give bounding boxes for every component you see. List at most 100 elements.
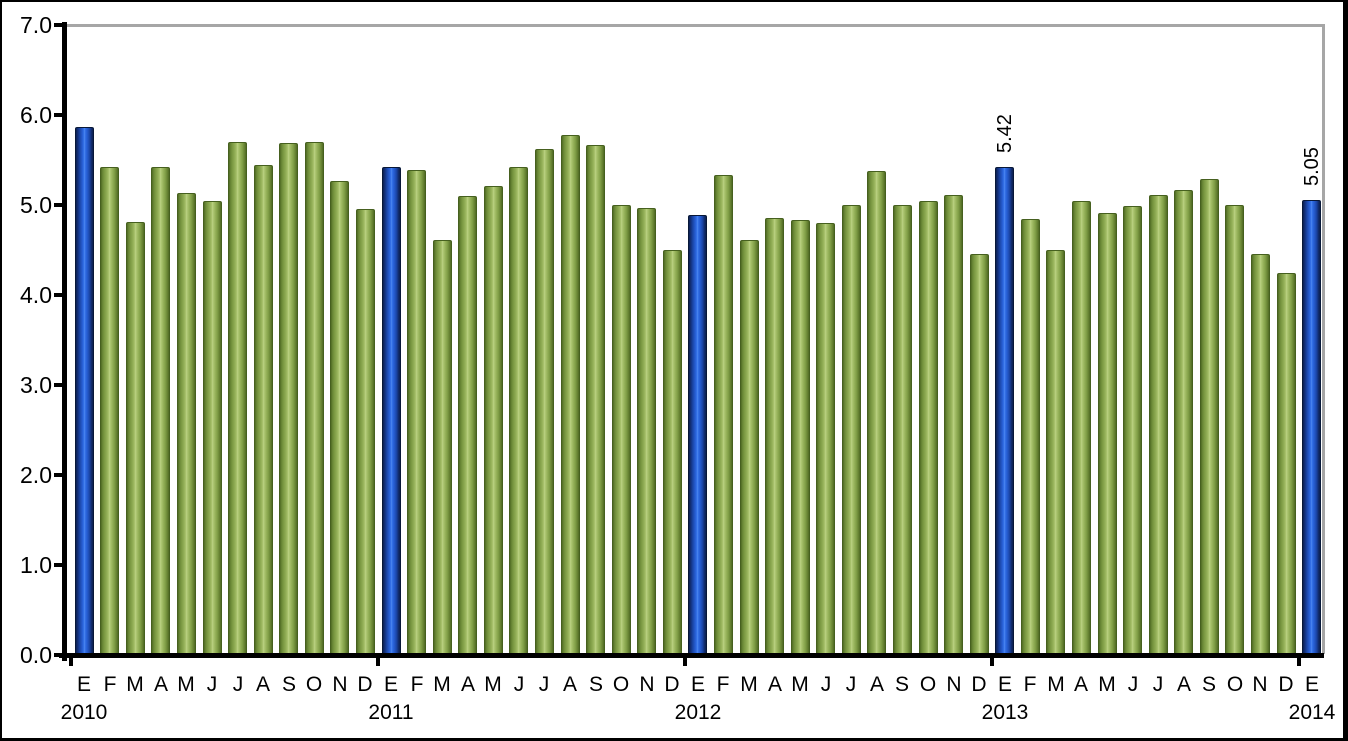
bar-2010-m03 (126, 222, 145, 655)
y-tick-label: 0.0 (20, 642, 52, 668)
x-month-label: D (1278, 673, 1294, 696)
x-month-label: E (383, 673, 398, 696)
bar-2011-m11 (637, 208, 656, 655)
bar-2012-m06 (816, 223, 835, 655)
x-month-label: A (767, 673, 782, 696)
x-month-label: O (919, 673, 937, 696)
x-year-tick-2013 (989, 657, 994, 666)
y-tick-label: 1.0 (20, 552, 52, 578)
bar-2010-m06 (203, 201, 222, 655)
x-month-label: S (1201, 673, 1216, 696)
bar-2011-m12 (663, 250, 682, 655)
x-year-tick-2014 (1296, 657, 1301, 666)
x-month-label: A (1176, 673, 1191, 696)
bar-2013-m07 (1149, 195, 1168, 655)
x-month-label: O (612, 673, 630, 696)
bar-2011-m08 (561, 135, 580, 655)
x-month-label: J (1152, 673, 1164, 696)
x-month-label: M (484, 673, 502, 696)
x-month-label: M (126, 673, 144, 696)
bar-2012-m03 (740, 240, 759, 655)
y-tick-label: 7.0 (20, 12, 52, 38)
x-month-label: S (894, 673, 909, 696)
bar-2012-m05 (791, 220, 810, 655)
bar-2010-m09 (279, 143, 298, 655)
x-month-label: M (791, 673, 809, 696)
bar-2013-m01 (995, 167, 1014, 655)
y-axis-line (62, 22, 67, 661)
y-tick (54, 563, 63, 567)
x-month-label: A (255, 673, 270, 696)
y-tick-label: 4.0 (20, 282, 52, 308)
bar-2010-m07 (228, 142, 247, 655)
x-month-label: F (103, 673, 117, 696)
bar-2013-m12 (1277, 273, 1296, 655)
bar-2012-m02 (714, 175, 733, 655)
x-year-label-2011: 2011 (368, 701, 414, 724)
y-tick-label: 6.0 (20, 102, 52, 128)
bar-2013-m05 (1098, 213, 1117, 655)
x-month-label: J (232, 673, 244, 696)
x-month-label: A (1073, 673, 1088, 696)
y-tick-label: 2.0 (20, 462, 52, 488)
bar-value-label: 5.05 (1301, 147, 1323, 186)
bar-2011-m10 (612, 205, 631, 655)
plot-top-border (64, 24, 1324, 27)
bar-2012-m12 (970, 254, 989, 655)
bar-2010-m11 (330, 181, 349, 655)
x-month-label: M (433, 673, 451, 696)
x-month-label: A (460, 673, 475, 696)
bar-2013-m08 (1174, 190, 1193, 655)
bar-2010-m05 (177, 193, 196, 655)
bar-2012-m11 (944, 195, 963, 655)
bar-2012-m08 (867, 171, 886, 655)
plot-right-border (1322, 24, 1325, 654)
x-month-label: M (1098, 673, 1116, 696)
bar-2012-m09 (893, 205, 912, 655)
x-year-label-2013: 2013 (981, 701, 1029, 724)
x-year-tick-2010 (69, 657, 74, 666)
x-month-label: S (588, 673, 603, 696)
x-year-tick-2011 (376, 657, 381, 666)
x-month-label: E (690, 673, 705, 696)
x-month-label: J (513, 673, 525, 696)
y-tick (54, 383, 63, 387)
y-tick (54, 653, 63, 657)
y-tick-label: 3.0 (20, 372, 52, 398)
bar-2014-m01 (1302, 200, 1321, 655)
x-month-label: D (971, 673, 987, 696)
bar-2013-m09 (1200, 179, 1219, 655)
x-month-label: J (820, 673, 832, 696)
bar-2011-m07 (535, 149, 554, 655)
bar-2011-m03 (433, 240, 452, 655)
x-month-label: S (281, 673, 296, 696)
bar-value-label: 5.42 (994, 114, 1016, 153)
bar-2010-m08 (254, 165, 273, 655)
x-month-label: N (332, 673, 348, 696)
x-month-label: N (1252, 673, 1268, 696)
bar-2010-m04 (151, 167, 170, 655)
bar-2013-m11 (1251, 254, 1270, 655)
x-month-label: M (1047, 673, 1065, 696)
x-month-label: M (177, 673, 195, 696)
bar-2010-m12 (356, 209, 375, 655)
y-tick (54, 293, 63, 297)
bar-2013-m03 (1046, 250, 1065, 655)
x-month-label: J (206, 673, 218, 696)
y-tick (54, 113, 63, 117)
x-axis-line (59, 653, 1324, 658)
bar-2013-m04 (1072, 201, 1091, 655)
x-month-label: E (1304, 673, 1319, 696)
bar-2013-m02 (1021, 219, 1040, 655)
x-month-label: D (664, 673, 680, 696)
x-month-label: E (76, 673, 91, 696)
x-month-label: O (305, 673, 323, 696)
x-year-label-2014: 2014 (1288, 701, 1336, 724)
y-tick (54, 23, 63, 27)
x-month-label: J (845, 673, 857, 696)
x-month-label: F (716, 673, 730, 696)
bar-2011-m04 (458, 196, 477, 655)
bar-2011-m09 (586, 145, 605, 655)
bar-2013-m10 (1225, 205, 1244, 655)
